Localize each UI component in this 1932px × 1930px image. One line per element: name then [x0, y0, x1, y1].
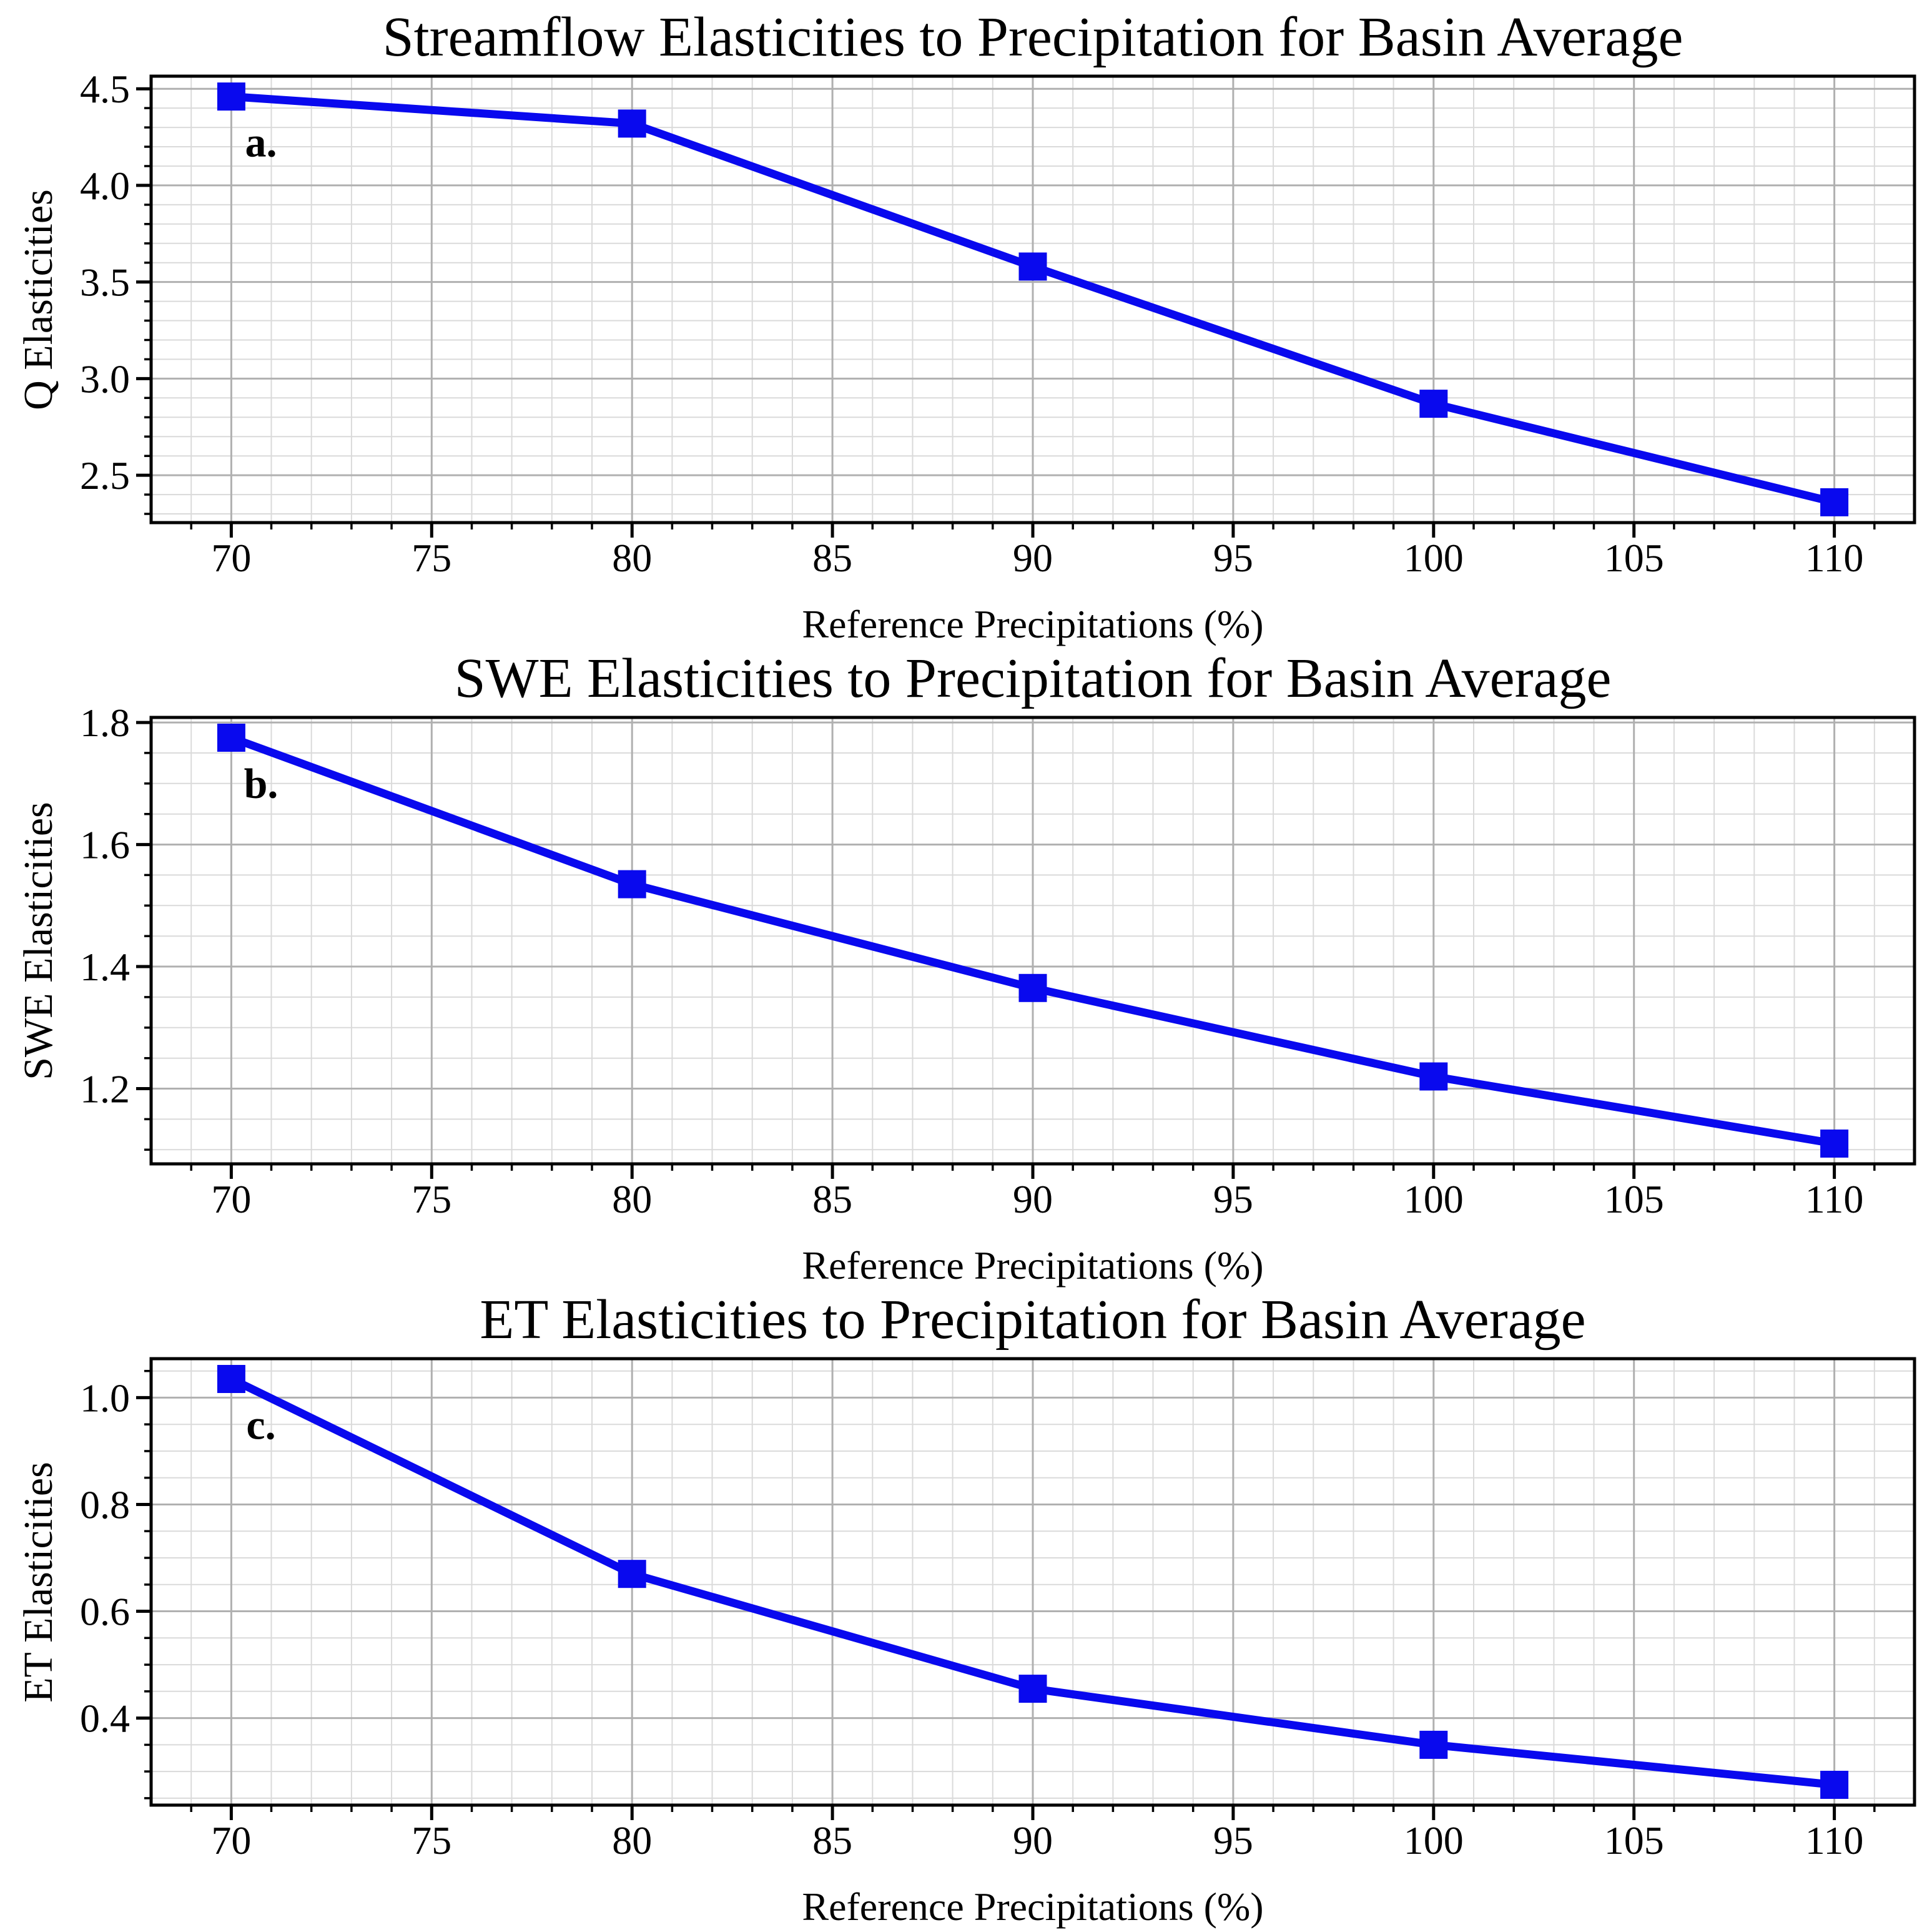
- x-tick-label: 80: [612, 1818, 652, 1863]
- x-axis-label-et: Reference Precipitations (%): [802, 1884, 1264, 1929]
- x-tick-label: 75: [412, 1818, 451, 1863]
- x-tick-label: 100: [1404, 1818, 1464, 1863]
- data-point: [217, 724, 245, 752]
- x-tick-label: 90: [1013, 1177, 1053, 1221]
- x-tick-label: 90: [1013, 536, 1053, 580]
- y-tick-label: 0.8: [80, 1483, 130, 1527]
- chart-title-streamflow: Streamflow Elasticities to Precipitation…: [382, 6, 1683, 68]
- x-tick-label: 105: [1604, 1818, 1664, 1863]
- y-tick-label: 1.6: [80, 823, 130, 867]
- x-tick-label: 70: [211, 1177, 251, 1221]
- data-point: [618, 1560, 646, 1588]
- data-point: [1018, 252, 1047, 281]
- data-point: [1419, 390, 1448, 418]
- x-tick-label: 105: [1604, 536, 1664, 580]
- y-tick-label: 1.0: [80, 1376, 130, 1420]
- plot-area-et: 70 75 80 85 90 95 100 105 110 0.4 0.6 0.8 1.0: [80, 1357, 1916, 1863]
- chart-title-swe: SWE Elasticities to Precipitation for Ba…: [454, 647, 1612, 709]
- y-axis-label-swe: SWE Elasticities: [16, 802, 61, 1080]
- x-tick-label: 110: [1805, 536, 1864, 580]
- data-point: [217, 82, 245, 111]
- x-tick-label: 110: [1805, 1177, 1864, 1221]
- panel-swe: 70 75 80 85 90 95 100 105 110 1.2 1.4 1.6 1.8 SWE El…: [0, 641, 1932, 1287]
- y-tick-label: 0.4: [80, 1696, 130, 1741]
- panel-streamflow: 70 75 80 85 90 95 100 105 110 2.5 3.0 3.5 4.0 4.5 Str…: [0, 0, 1932, 646]
- x-tick-label: 110: [1805, 1818, 1864, 1863]
- data-point: [1419, 1730, 1448, 1759]
- x-tick-label: 100: [1404, 536, 1464, 580]
- x-tick-label: 70: [211, 536, 251, 580]
- x-axis-label-swe: Reference Precipitations (%): [802, 1243, 1264, 1287]
- x-tick-label: 80: [612, 536, 652, 580]
- x-tick-label: 70: [211, 1818, 251, 1863]
- x-tick-label: 95: [1213, 1177, 1253, 1221]
- plot-area-streamflow: 70 75 80 85 90 95 100 105 110 2.5 3.0 3.5 4.0 4.5: [80, 67, 1916, 580]
- data-point: [1820, 1130, 1849, 1158]
- panel-letter-b: b.: [244, 759, 278, 807]
- x-tick-label: 85: [812, 1818, 852, 1863]
- x-tick-label: 85: [812, 536, 852, 580]
- x-tick-label: 105: [1604, 1177, 1664, 1221]
- x-tick-label: 90: [1013, 1818, 1053, 1863]
- y-tick-label: 4.0: [80, 164, 130, 208]
- data-point: [618, 109, 646, 138]
- panel-letter-c: c.: [246, 1401, 276, 1449]
- y-tick-label: 0.6: [80, 1590, 130, 1634]
- y-axis-label-et: ET Elasticities: [16, 1462, 61, 1703]
- data-point: [1018, 973, 1047, 1002]
- y-tick-label: 3.0: [80, 357, 130, 401]
- data-point: [1820, 1771, 1849, 1799]
- x-tick-label: 75: [412, 536, 451, 580]
- x-tick-label: 95: [1213, 1818, 1253, 1863]
- x-axis-label-streamflow: Reference Precipitations (%): [802, 602, 1264, 646]
- y-tick-label: 3.5: [80, 260, 130, 305]
- x-tick-label: 100: [1404, 1177, 1464, 1221]
- data-point: [1820, 488, 1849, 516]
- data-point: [1018, 1675, 1047, 1703]
- data-point: [618, 870, 646, 899]
- data-point: [1419, 1062, 1448, 1091]
- y-tick-label: 4.5: [80, 67, 130, 111]
- x-tick-label: 95: [1213, 536, 1253, 580]
- x-tick-label: 80: [612, 1177, 652, 1221]
- data-point: [217, 1365, 245, 1393]
- panel-letter-a: a.: [245, 118, 277, 166]
- x-tick-label: 85: [812, 1177, 852, 1221]
- x-tick-label: 75: [412, 1177, 451, 1221]
- y-tick-label: 1.8: [80, 701, 130, 745]
- plot-area-swe: 70 75 80 85 90 95 100 105 110 1.2 1.4 1.6 1.8: [80, 701, 1916, 1221]
- chart-title-et: ET Elasticities to Precipitation for Bas…: [480, 1289, 1586, 1351]
- panel-et: 70 75 80 85 90 95 100 105 110 0.4 0.6 0.8 1.0 ET Ela…: [0, 1283, 1932, 1929]
- y-tick-label: 1.4: [80, 945, 130, 989]
- y-tick-label: 2.5: [80, 453, 130, 498]
- y-axis-label-streamflow: Q Elasticities: [16, 189, 61, 410]
- y-tick-label: 1.2: [80, 1067, 130, 1111]
